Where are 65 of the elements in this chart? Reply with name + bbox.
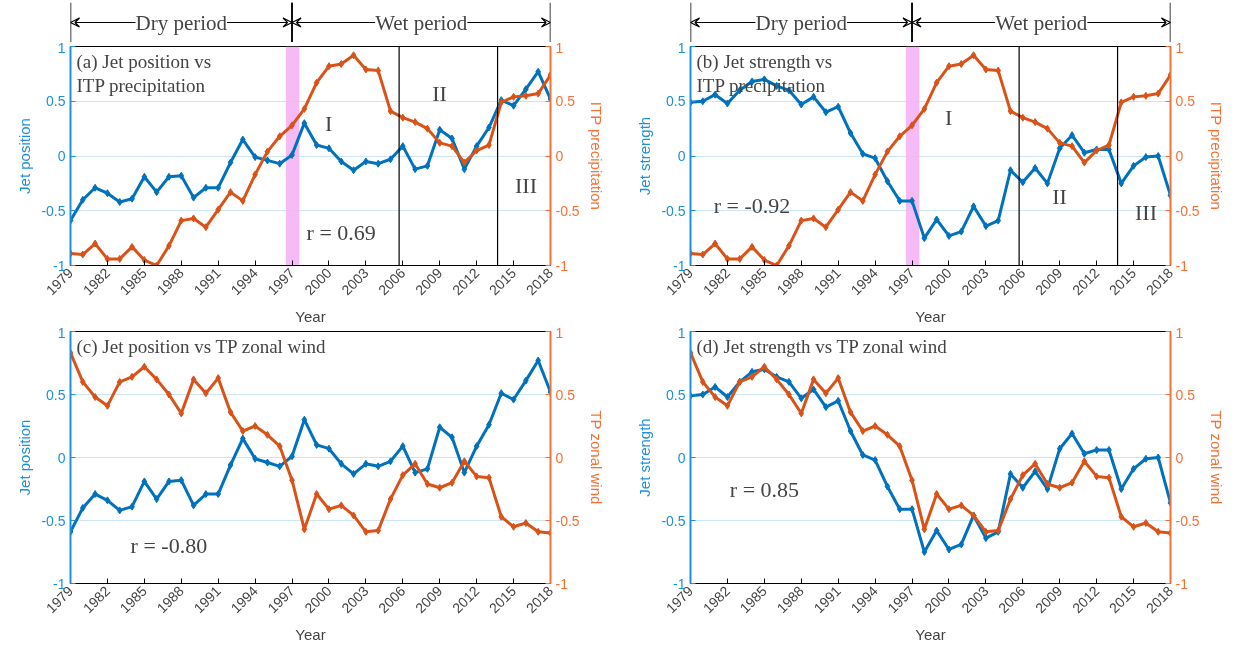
annotation: r = 0.69 [306, 220, 376, 246]
y2-axis-title: TP zonal wind [587, 410, 605, 505]
y2-tick-label: 0 [555, 449, 564, 466]
y2-tick-label: 0 [1175, 449, 1184, 466]
annotation: I [945, 105, 953, 131]
y-tick-label: 0.5 [666, 386, 686, 403]
y-tick-label: 1 [677, 39, 686, 56]
y-tick-label: 0.5 [46, 386, 66, 403]
chart-title: (c) Jet position vs TP zonal wind [76, 335, 327, 358]
y2-tick-label: -1 [1175, 575, 1189, 592]
y-axis-title: Jet strength [636, 116, 654, 196]
y2-axis-title: TP zonal wind [1207, 410, 1225, 505]
y2-tick-label: 0 [1175, 148, 1184, 164]
y2-tick-label: 1 [1175, 324, 1184, 341]
y2-tick-label: 0 [555, 148, 564, 164]
y-axis-title: Jet position [16, 118, 34, 194]
y2-tick-label: 0.5 [555, 386, 576, 403]
annotation: r = -0.92 [713, 192, 791, 218]
y-tick-label: 0.5 [666, 93, 686, 110]
x-axis-title: Year [915, 307, 946, 325]
y2-tick-label: 0.5 [1175, 93, 1196, 110]
y-tick-label: 0 [57, 449, 66, 466]
y-tick-label: 0 [57, 148, 66, 164]
y-axis-title: Jet strength [636, 418, 654, 497]
y2-tick-label: -0.5 [1175, 202, 1200, 219]
annotation: r = -0.80 [130, 533, 208, 559]
y2-tick-label: -0.5 [1175, 512, 1200, 529]
annotation: III [515, 173, 538, 199]
annotation: III [1135, 200, 1158, 226]
chart-title: (d) Jet strength vs TP zonal wind [696, 335, 948, 358]
y-tick-label: 0 [677, 148, 686, 164]
y-tick-label: -0.5 [661, 202, 686, 219]
text: Dry period [135, 10, 228, 35]
y-tick-label: 0.5 [46, 93, 66, 110]
x-axis-title: Year [295, 625, 326, 643]
y2-tick-label: 0.5 [555, 93, 576, 110]
y2-axis-title: ITP precipitation [587, 101, 605, 210]
y2-tick-label: 1 [555, 324, 564, 341]
text: Wet period [995, 10, 1088, 35]
y-tick-label: 1 [677, 324, 686, 341]
y-tick-label: 1 [57, 324, 66, 341]
y2-tick-label: -1 [555, 575, 569, 592]
annotation: r = 0.85 [729, 476, 800, 502]
text: (a) Jet position vs ITP precipitation [76, 50, 212, 96]
x-axis-title: Year [295, 307, 326, 325]
y2-tick-label: 1 [1175, 39, 1184, 56]
text: Wet period [375, 10, 468, 35]
y2-axis-title: ITP precipitation [1207, 101, 1225, 210]
annotation: II [1052, 184, 1067, 210]
y-tick-label: -0.5 [41, 202, 66, 219]
y2-tick-label: 1 [555, 39, 564, 56]
y-tick-label: 1 [57, 39, 66, 56]
y-tick-label: -0.5 [661, 512, 686, 529]
y-axis-title: Jet position [16, 419, 34, 496]
annotation: II [432, 81, 447, 107]
y2-tick-label: -0.5 [555, 512, 580, 529]
y2-tick-label: 0.5 [1175, 386, 1196, 403]
text: Dry period [755, 10, 848, 35]
y-tick-label: 0 [677, 449, 686, 466]
y-tick-label: -0.5 [41, 512, 66, 529]
x-axis-title: Year [915, 625, 946, 643]
y2-tick-label: -0.5 [555, 202, 580, 219]
y2-tick-label: -1 [1175, 257, 1189, 274]
annotation: I [325, 110, 333, 136]
y2-tick-label: -1 [555, 257, 569, 274]
